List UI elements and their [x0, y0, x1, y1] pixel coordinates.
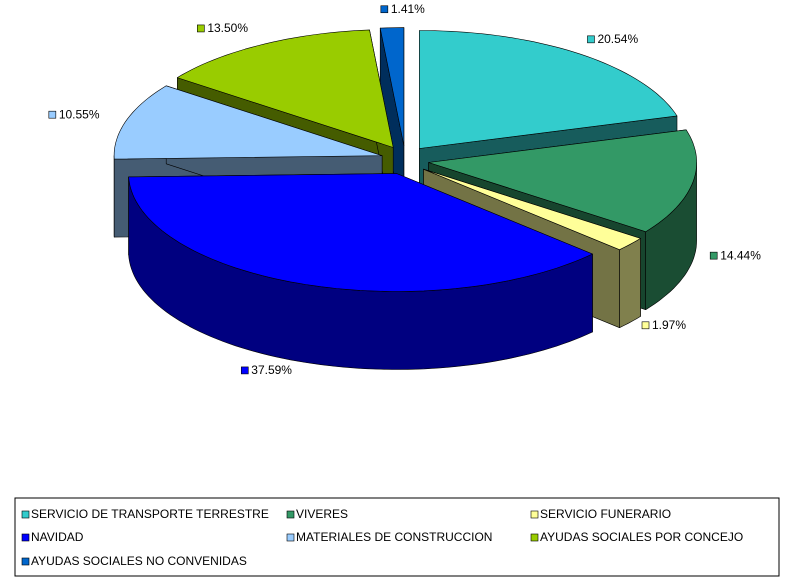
- data-label: 14.44%: [720, 248, 761, 262]
- legend-marker: [21, 533, 30, 542]
- data-label: 1.97%: [652, 318, 686, 332]
- legend-label: SERVICIO FUNERARIO: [540, 507, 671, 521]
- legend-box: [14, 497, 780, 577]
- legend-marker: [21, 510, 30, 519]
- data-label-marker: [709, 251, 718, 260]
- data-label-marker: [641, 321, 650, 330]
- data-label: 13.50%: [207, 21, 248, 35]
- legend-marker: [530, 533, 539, 542]
- slice-top: [379, 27, 405, 146]
- slice-wall: [619, 238, 641, 328]
- data-label: 1.41%: [391, 2, 425, 16]
- slice-top: [428, 129, 697, 232]
- legend-label: VIVERES: [296, 507, 348, 521]
- data-label-marker: [380, 5, 389, 14]
- data-label-marker: [197, 24, 205, 33]
- legend-label: AYUDAS SOCIALES NO CONVENIDAS: [31, 554, 247, 568]
- legend-label: AYUDAS SOCIALES POR CONCEJO: [540, 530, 743, 544]
- legend-label: MATERIALES DE CONSTRUCCION: [296, 530, 492, 544]
- data-label: 37.59%: [251, 363, 292, 377]
- data-label-marker: [240, 366, 249, 375]
- slice-top: [128, 173, 593, 292]
- data-label: 20.54%: [597, 32, 638, 46]
- legend-marker: [286, 533, 295, 542]
- legend-label: SERVICIO DE TRANSPORTE TERRESTRE: [31, 507, 269, 521]
- legend-marker: [286, 510, 295, 519]
- legend-label: NAVIDAD: [31, 530, 84, 544]
- slice-top: [419, 30, 678, 149]
- data-label-marker: [587, 35, 595, 44]
- legend-marker: [530, 510, 539, 519]
- slice-top: [177, 29, 394, 148]
- slice-top: [423, 168, 641, 250]
- data-label-marker: [48, 110, 57, 119]
- legend-marker: [21, 557, 30, 566]
- slice-top: [113, 85, 383, 160]
- data-label: 10.55%: [59, 107, 100, 121]
